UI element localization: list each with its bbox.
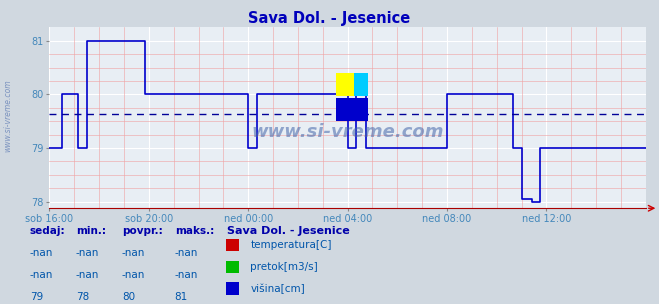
Text: www.si-vreme.com: www.si-vreme.com <box>3 79 13 152</box>
Text: Sava Dol. - Jesenice: Sava Dol. - Jesenice <box>248 11 411 26</box>
FancyBboxPatch shape <box>354 73 368 96</box>
Text: Sava Dol. - Jesenice: Sava Dol. - Jesenice <box>227 226 350 237</box>
Text: -nan: -nan <box>30 270 53 280</box>
Text: www.si-vreme.com: www.si-vreme.com <box>251 123 444 141</box>
Text: povpr.:: povpr.: <box>122 226 163 237</box>
Text: sedaj:: sedaj: <box>30 226 65 237</box>
Text: 81: 81 <box>175 292 188 302</box>
Text: 78: 78 <box>76 292 89 302</box>
Text: -nan: -nan <box>122 270 145 280</box>
Text: -nan: -nan <box>76 248 99 258</box>
Text: maks.:: maks.: <box>175 226 214 237</box>
Text: -nan: -nan <box>175 270 198 280</box>
Text: temperatura[C]: temperatura[C] <box>250 240 332 250</box>
Text: -nan: -nan <box>175 248 198 258</box>
Text: -nan: -nan <box>122 248 145 258</box>
Text: 79: 79 <box>30 292 43 302</box>
FancyBboxPatch shape <box>335 73 354 96</box>
Text: -nan: -nan <box>76 270 99 280</box>
Text: pretok[m3/s]: pretok[m3/s] <box>250 262 318 271</box>
Text: višina[cm]: višina[cm] <box>250 283 305 294</box>
Text: min.:: min.: <box>76 226 106 237</box>
Text: 80: 80 <box>122 292 135 302</box>
FancyBboxPatch shape <box>335 98 368 121</box>
Text: -nan: -nan <box>30 248 53 258</box>
